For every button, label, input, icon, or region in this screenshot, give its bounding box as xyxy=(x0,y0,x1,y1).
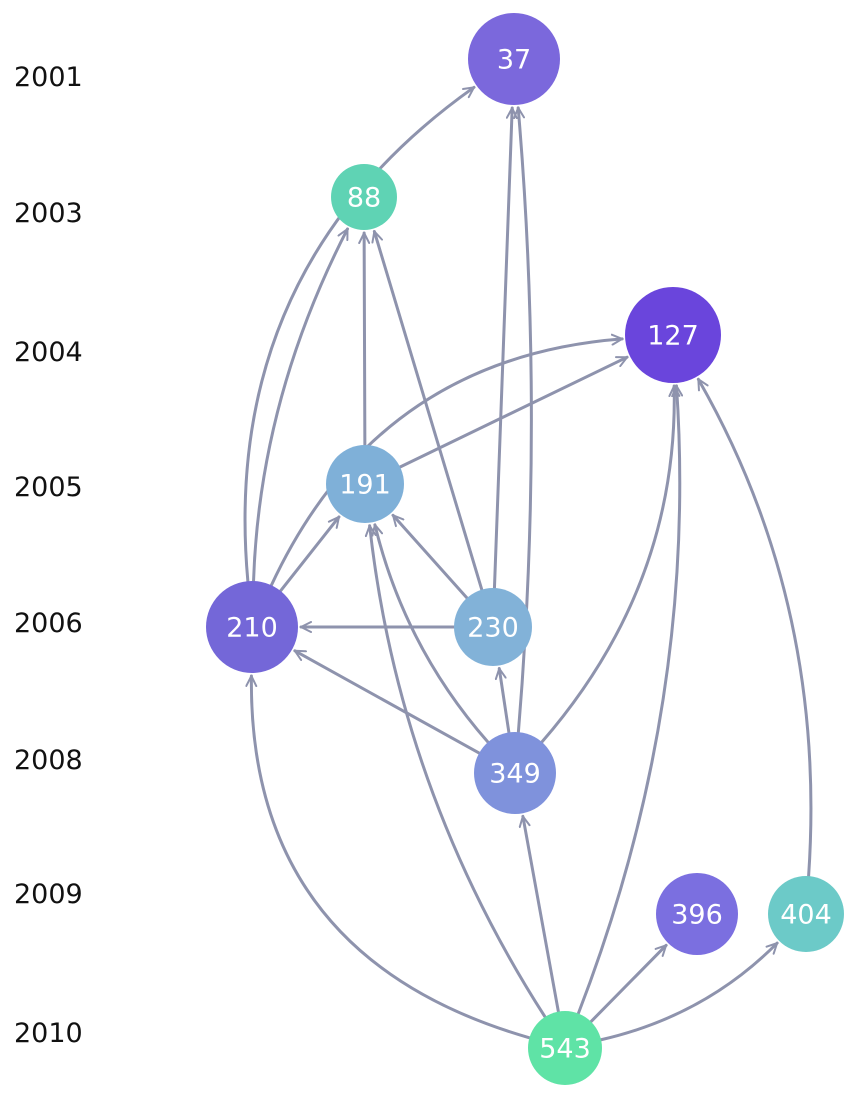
node-396[interactable]: 396 xyxy=(656,873,738,955)
node-label-404: 404 xyxy=(780,900,832,931)
node-404[interactable]: 404 xyxy=(768,876,844,952)
edge-543-to-191 xyxy=(364,524,547,1019)
year-label-2004: 2004 xyxy=(14,337,83,368)
year-label-2009: 2009 xyxy=(14,879,83,910)
edge-349-to-191 xyxy=(371,523,490,744)
edge-210-to-88 xyxy=(252,227,349,583)
year-label-2001: 2001 xyxy=(14,62,83,93)
node-label-349: 349 xyxy=(489,759,541,790)
node-label-396: 396 xyxy=(671,900,723,931)
node-circle-210[interactable] xyxy=(206,581,298,673)
node-circle-396[interactable] xyxy=(656,873,738,955)
node-label-191: 191 xyxy=(339,470,391,501)
year-label-2006: 2006 xyxy=(14,608,83,639)
edge-191-to-127 xyxy=(398,355,629,469)
node-circle-88[interactable] xyxy=(331,164,397,230)
node-circle-191[interactable] xyxy=(326,445,404,523)
node-127[interactable]: 127 xyxy=(625,287,721,383)
node-layer: 37 88 127 191 210 230 349 396 404 543 xyxy=(206,13,844,1085)
node-circle-230[interactable] xyxy=(454,588,532,666)
node-circle-404[interactable] xyxy=(768,876,844,952)
edge-349-to-127 xyxy=(540,384,681,744)
node-label-210: 210 xyxy=(226,613,278,644)
node-210[interactable]: 210 xyxy=(206,581,298,673)
edge-230-to-191 xyxy=(391,513,469,600)
node-label-127: 127 xyxy=(647,321,699,352)
year-axis: 2001 2003 2004 2005 2006 2008 2009 2010 xyxy=(14,62,83,1049)
edge-543-to-127 xyxy=(576,384,684,1015)
year-label-2008: 2008 xyxy=(14,745,83,776)
node-circle-37[interactable] xyxy=(468,13,560,105)
edge-543-to-396 xyxy=(589,943,668,1024)
node-37[interactable]: 37 xyxy=(468,13,560,105)
edge-543-to-349 xyxy=(518,814,560,1014)
edge-543-to-404 xyxy=(599,941,779,1042)
edge-210-to-37 xyxy=(243,85,476,583)
node-circle-127[interactable] xyxy=(625,287,721,383)
edge-210-to-127 xyxy=(269,333,624,587)
node-349[interactable]: 349 xyxy=(474,732,556,814)
edge-543-to-210 xyxy=(245,674,531,1040)
edge-404-to-127 xyxy=(696,377,813,878)
year-label-2010: 2010 xyxy=(14,1018,83,1049)
edge-349-to-210 xyxy=(293,649,481,755)
node-543[interactable]: 543 xyxy=(528,1011,602,1085)
node-label-230: 230 xyxy=(467,613,519,644)
edge-191-to-88 xyxy=(358,231,371,447)
node-230[interactable]: 230 xyxy=(454,588,532,666)
year-label-2005: 2005 xyxy=(14,472,83,503)
year-label-2003: 2003 xyxy=(14,198,83,229)
node-label-543: 543 xyxy=(539,1034,591,1065)
node-191[interactable]: 191 xyxy=(326,445,404,523)
node-label-88: 88 xyxy=(347,183,381,214)
edge-230-to-37 xyxy=(492,106,518,590)
node-circle-349[interactable] xyxy=(474,732,556,814)
edge-210-to-191 xyxy=(279,515,341,593)
node-88[interactable]: 88 xyxy=(331,164,397,230)
edge-349-to-230 xyxy=(494,667,511,734)
node-circle-543[interactable] xyxy=(528,1011,602,1085)
node-label-37: 37 xyxy=(497,45,531,76)
edge-230-to-88 xyxy=(371,229,484,592)
